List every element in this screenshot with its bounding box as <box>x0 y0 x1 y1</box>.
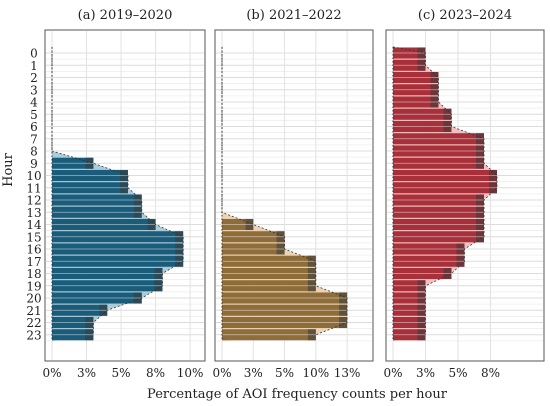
hour-label-10: 10 <box>26 169 41 183</box>
hour-label-9: 9 <box>30 157 38 171</box>
hour-label-12: 12 <box>26 194 41 208</box>
y-axis-title: Hour <box>1 152 16 187</box>
hour-label-23: 23 <box>26 328 41 342</box>
x-axis-title: Percentage of AOI frequency counts per h… <box>147 387 448 402</box>
hour-label-0: 0 <box>30 47 38 61</box>
hour-label-15: 15 <box>26 230 41 244</box>
hour-label-19: 19 <box>26 279 41 293</box>
panel-title-1: (b) 2021–2022 <box>246 8 341 23</box>
density-area-2 <box>393 46 497 341</box>
hour-label-6: 6 <box>30 120 38 134</box>
hour-label-4: 4 <box>30 96 38 110</box>
hour-label-20: 20 <box>26 292 41 306</box>
x-tick-label-2-3: 8% <box>481 366 500 380</box>
hour-label-7: 7 <box>30 132 38 146</box>
x-tick-label-1-3: 10% <box>303 366 330 380</box>
density-area-0 <box>52 46 184 341</box>
x-tick-label-0-4: 10% <box>177 366 204 380</box>
x-tick-label-1-0: 0% <box>212 366 231 380</box>
hour-label-16: 16 <box>26 243 41 257</box>
hour-label-21: 21 <box>26 304 41 318</box>
x-tick-label-0-1: 3% <box>77 366 96 380</box>
panel-title-0: (a) 2019–2020 <box>78 8 173 23</box>
hour-label-17: 17 <box>26 255 41 269</box>
x-tick-label-2-0: 0% <box>383 366 402 380</box>
panel-title-2: (c) 2023–2024 <box>418 8 512 23</box>
hour-label-2: 2 <box>30 71 38 85</box>
x-tick-label-0-2: 5% <box>112 366 131 380</box>
hour-label-13: 13 <box>26 206 41 220</box>
hour-label-14: 14 <box>26 218 42 232</box>
hour-label-8: 8 <box>30 145 38 159</box>
hour-label-22: 22 <box>26 316 41 330</box>
hour-label-3: 3 <box>30 83 38 97</box>
x-tick-label-0-0: 0% <box>42 366 61 380</box>
x-tick-label-1-1: 3% <box>244 366 263 380</box>
hour-label-1: 1 <box>30 59 38 73</box>
density-outline-0 <box>51 46 184 335</box>
x-tick-label-1-2: 5% <box>275 366 294 380</box>
hour-label-5: 5 <box>30 108 38 122</box>
x-tick-label-1-4: 13% <box>334 366 361 380</box>
density-area-1 <box>222 46 348 341</box>
x-tick-label-0-3: 8% <box>146 366 165 380</box>
x-tick-label-2-2: 5% <box>448 366 467 380</box>
x-tick-label-2-1: 3% <box>416 366 435 380</box>
hour-label-11: 11 <box>26 181 41 195</box>
hour-label-18: 18 <box>26 267 41 281</box>
